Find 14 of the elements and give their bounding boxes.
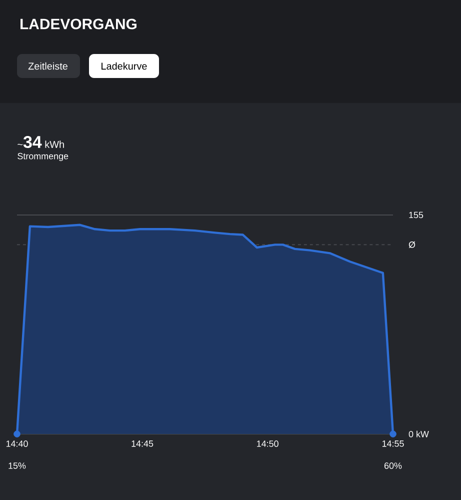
text: Zeitleiste xyxy=(28,62,68,70)
text: Ladekurve xyxy=(102,62,147,70)
text: Strommenge xyxy=(18,152,68,162)
text: 15% xyxy=(8,462,26,469)
text: ~34 kWh xyxy=(18,136,64,148)
y-tick-label: 0 kW xyxy=(408,430,429,438)
ref-line-label: Ø xyxy=(408,241,416,248)
x-tick-label: 14:45 xyxy=(132,440,154,447)
x-tick-label: 14:40 xyxy=(6,440,28,447)
y-tick-label: 155 xyxy=(409,212,424,218)
chart-title: LADEVORGANG xyxy=(20,18,136,30)
x-tick-label: 14:50 xyxy=(257,440,278,447)
text: 60% xyxy=(384,462,402,469)
x-tick-label: 14:55 xyxy=(382,440,404,447)
